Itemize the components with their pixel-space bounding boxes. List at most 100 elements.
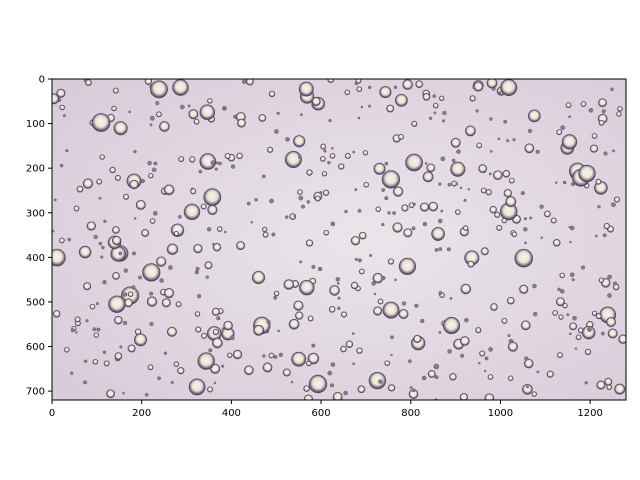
droplet [152,210,158,216]
droplet [460,283,472,295]
droplet [147,160,152,166]
droplet [93,332,99,338]
droplet [566,313,570,317]
droplet [377,298,384,305]
droplet [277,329,281,333]
droplet [311,343,316,348]
droplet [607,328,618,339]
droplets-layer [52,79,626,400]
droplet [489,117,493,121]
droplet [212,337,223,349]
droplet [149,123,153,127]
droplet [93,234,98,240]
droplet [524,143,535,154]
droplet [269,198,274,204]
droplet [236,152,243,160]
droplet [109,166,116,174]
droplet [490,303,498,311]
droplet [123,268,129,273]
droplet [216,316,221,321]
x-tick-label: 1000 [488,408,513,419]
droplet [467,260,475,268]
droplet [379,86,392,99]
droplet [368,371,387,390]
droplet [503,189,512,198]
droplet [254,198,258,202]
droplet [392,222,403,233]
droplet [146,296,158,307]
droplet [380,275,386,281]
droplet [142,263,161,282]
droplet [112,272,120,280]
droplet [203,188,222,207]
droplet [523,217,527,221]
droplet [507,375,514,381]
droplet [354,188,358,192]
droplet [484,393,495,400]
droplet [101,245,105,250]
droplet [556,352,564,359]
droplet [322,189,330,196]
droplet [568,115,572,119]
droplet [177,215,182,219]
droplet [483,369,487,373]
droplet [262,354,266,358]
droplet [492,170,503,181]
droplet [419,202,430,212]
droplet [426,163,436,173]
droplet [108,295,126,313]
droplet [454,209,461,215]
droplet [447,182,452,187]
droplet [434,248,439,252]
droplet [596,380,606,390]
droplet [460,353,465,358]
droplet [330,362,336,367]
droplet [479,350,486,357]
droplet [580,101,587,107]
droplet [166,243,179,255]
droplet [284,215,289,219]
droplet [570,182,576,187]
droplet [114,352,123,360]
droplet [206,227,212,232]
x-tick-label: 800 [401,408,420,419]
droplet [357,258,362,263]
droplet [148,172,154,179]
droplet [387,384,396,392]
droplet [298,195,304,201]
droplet [131,285,136,290]
droplet [112,226,120,234]
droplet [193,243,203,254]
droplet [335,277,340,282]
droplet [207,98,213,104]
droplet [613,281,618,286]
droplet [242,79,247,84]
droplet [218,161,222,166]
y-axis: 0 100 200 300 400 500 600 700 [26,75,52,398]
droplet [100,255,104,259]
droplet [438,330,442,334]
droplet [478,164,488,174]
droplet [70,371,74,375]
droplet [381,222,385,227]
droplet [413,334,422,344]
droplet [368,85,372,90]
droplet [52,310,61,318]
droplet [273,290,280,297]
droplet [552,310,558,316]
droplet [216,226,223,232]
droplet [467,187,470,191]
droplet [330,221,336,227]
droplet [562,302,568,309]
droplet [447,349,452,354]
droplet [442,110,447,116]
droplet [300,204,306,209]
droplet [278,352,283,357]
droplet [197,352,215,370]
droplet [327,161,331,165]
droplet [212,328,219,336]
droplet [232,349,243,360]
droplet [195,266,200,271]
droplet [340,311,348,318]
droplet [432,94,436,98]
